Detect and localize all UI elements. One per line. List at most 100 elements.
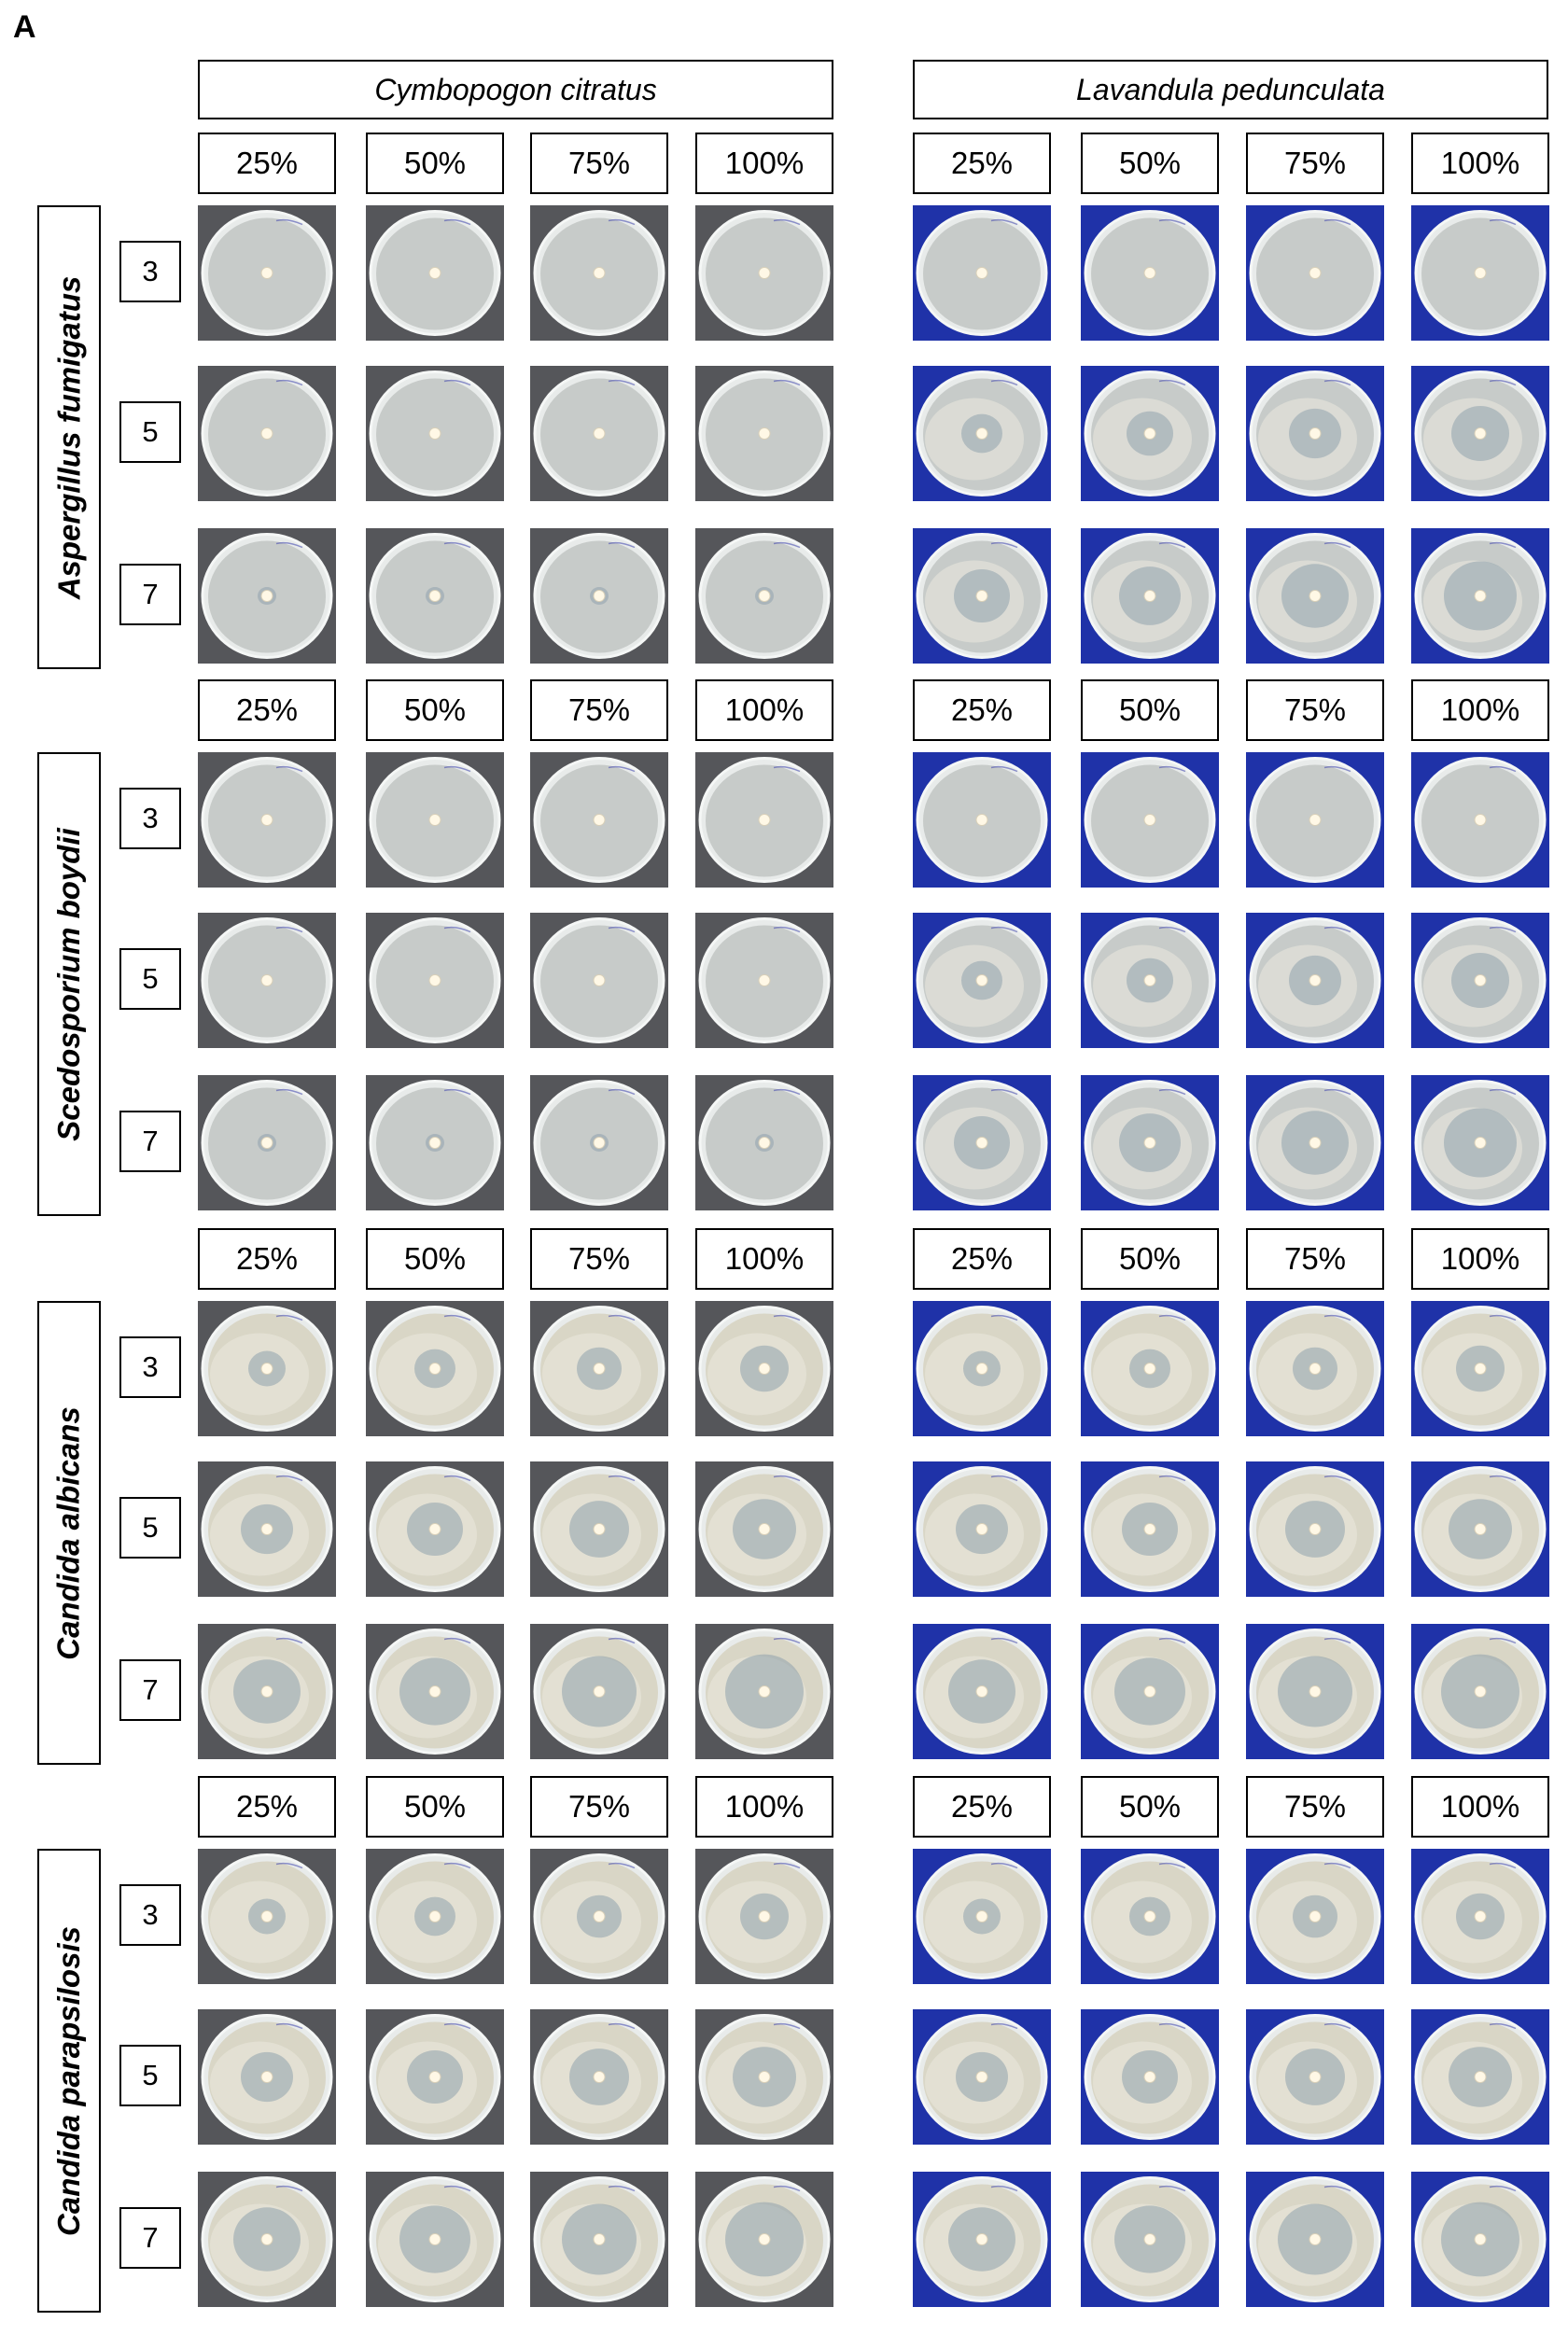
plate-handwriting <box>443 1475 471 1482</box>
antifungal-disc <box>1143 267 1156 279</box>
petri-plate <box>1081 2009 1219 2145</box>
petri-plate <box>1081 1624 1219 1759</box>
concentration-header: 25% <box>913 1228 1051 1290</box>
plate-handwriting <box>275 1637 303 1644</box>
petri-plate <box>1246 1624 1384 1759</box>
petri-plate <box>366 1849 504 1984</box>
antifungal-disc <box>975 814 988 826</box>
concentration-header: 100% <box>695 1228 833 1290</box>
antifungal-disc <box>260 427 273 440</box>
petri-plate <box>695 366 833 501</box>
petri-plate <box>695 528 833 664</box>
plate-handwriting <box>275 541 303 549</box>
antifungal-disc <box>428 1137 441 1149</box>
petri-plate <box>1411 528 1549 664</box>
antifungal-disc <box>1474 267 1487 279</box>
oil-header: Lavandula pedunculata <box>913 60 1548 119</box>
species-label: Candida albicans <box>37 1301 101 1765</box>
petri-plate <box>198 752 336 888</box>
plate-handwriting <box>443 926 471 933</box>
antifungal-disc <box>593 1137 606 1149</box>
petri-plate <box>913 1624 1051 1759</box>
petri-plate <box>1246 2009 1384 2145</box>
concentration-header: 50% <box>366 1228 504 1290</box>
antifungal-disc <box>260 2071 273 2083</box>
plate-handwriting <box>1158 218 1186 226</box>
antifungal-disc <box>1309 814 1322 826</box>
concentration-header: 75% <box>1246 1776 1384 1838</box>
plate-handwriting <box>773 1862 801 1869</box>
plate-handwriting <box>443 1637 471 1644</box>
petri-plate <box>1246 752 1384 888</box>
plate-handwriting <box>608 379 636 386</box>
antifungal-disc <box>1143 1685 1156 1698</box>
day-label: 7 <box>119 1659 181 1721</box>
petri-plate <box>695 2009 833 2145</box>
antifungal-disc <box>1474 1685 1487 1698</box>
oil-header: Cymbopogon citratus <box>198 60 833 119</box>
plate-handwriting <box>990 218 1018 226</box>
antifungal-disc <box>758 974 771 986</box>
antifungal-disc <box>975 1523 988 1535</box>
antifungal-disc <box>1474 1137 1487 1149</box>
petri-plate <box>366 1075 504 1210</box>
antifungal-disc <box>260 1910 273 1923</box>
plate-handwriting <box>990 765 1018 773</box>
antifungal-disc <box>758 1523 771 1535</box>
plate-handwriting <box>773 1475 801 1482</box>
petri-plate <box>198 1461 336 1597</box>
petri-plate <box>366 2172 504 2307</box>
concentration-header: 25% <box>913 133 1051 194</box>
plate-handwriting <box>443 1088 471 1096</box>
petri-plate <box>1246 1849 1384 1984</box>
plate-handwriting <box>275 1862 303 1869</box>
plate-handwriting <box>1489 218 1517 226</box>
antifungal-disc <box>428 267 441 279</box>
petri-plate <box>198 205 336 341</box>
plate-handwriting <box>1323 379 1351 386</box>
antifungal-disc <box>260 2233 273 2245</box>
antifungal-disc <box>975 1137 988 1149</box>
antifungal-disc <box>1309 2233 1322 2245</box>
antifungal-disc <box>1309 1910 1322 1923</box>
antifungal-disc <box>593 1523 606 1535</box>
petri-plate <box>1246 528 1384 664</box>
plate-handwriting <box>1158 1314 1186 1321</box>
antifungal-disc <box>1474 1910 1487 1923</box>
antifungal-disc <box>1143 1910 1156 1923</box>
petri-plate <box>198 2172 336 2307</box>
species-name: Candida albicans <box>51 1405 87 1660</box>
petri-plate <box>1246 366 1384 501</box>
concentration-header: 100% <box>1411 133 1549 194</box>
antifungal-disc <box>428 2071 441 2083</box>
plate-handwriting <box>1489 1862 1517 1869</box>
petri-plate <box>198 913 336 1048</box>
petri-plate <box>1411 2009 1549 2145</box>
plate-handwriting <box>608 2022 636 2030</box>
petri-plate <box>913 1461 1051 1597</box>
petri-plate <box>1081 1461 1219 1597</box>
antifungal-disc <box>1309 590 1322 602</box>
petri-plate <box>913 752 1051 888</box>
plate-handwriting <box>990 926 1018 933</box>
plate-handwriting <box>1323 1475 1351 1482</box>
antifungal-disc <box>593 2233 606 2245</box>
antifungal-disc <box>260 814 273 826</box>
plate-handwriting <box>1489 765 1517 773</box>
petri-plate <box>1246 205 1384 341</box>
petri-plate <box>1081 366 1219 501</box>
petri-plate <box>530 2009 668 2145</box>
petri-plate <box>530 913 668 1048</box>
antifungal-disc <box>975 974 988 986</box>
petri-plate <box>1411 205 1549 341</box>
plate-handwriting <box>1158 379 1186 386</box>
petri-plate <box>695 2172 833 2307</box>
antifungal-disc <box>975 590 988 602</box>
antifungal-disc <box>593 1910 606 1923</box>
petri-plate <box>913 1849 1051 1984</box>
petri-plate <box>913 913 1051 1048</box>
antifungal-disc <box>758 267 771 279</box>
petri-plate <box>1081 913 1219 1048</box>
species-label: Aspergillus fumigatus <box>37 205 101 669</box>
plate-handwriting <box>1489 2185 1517 2192</box>
